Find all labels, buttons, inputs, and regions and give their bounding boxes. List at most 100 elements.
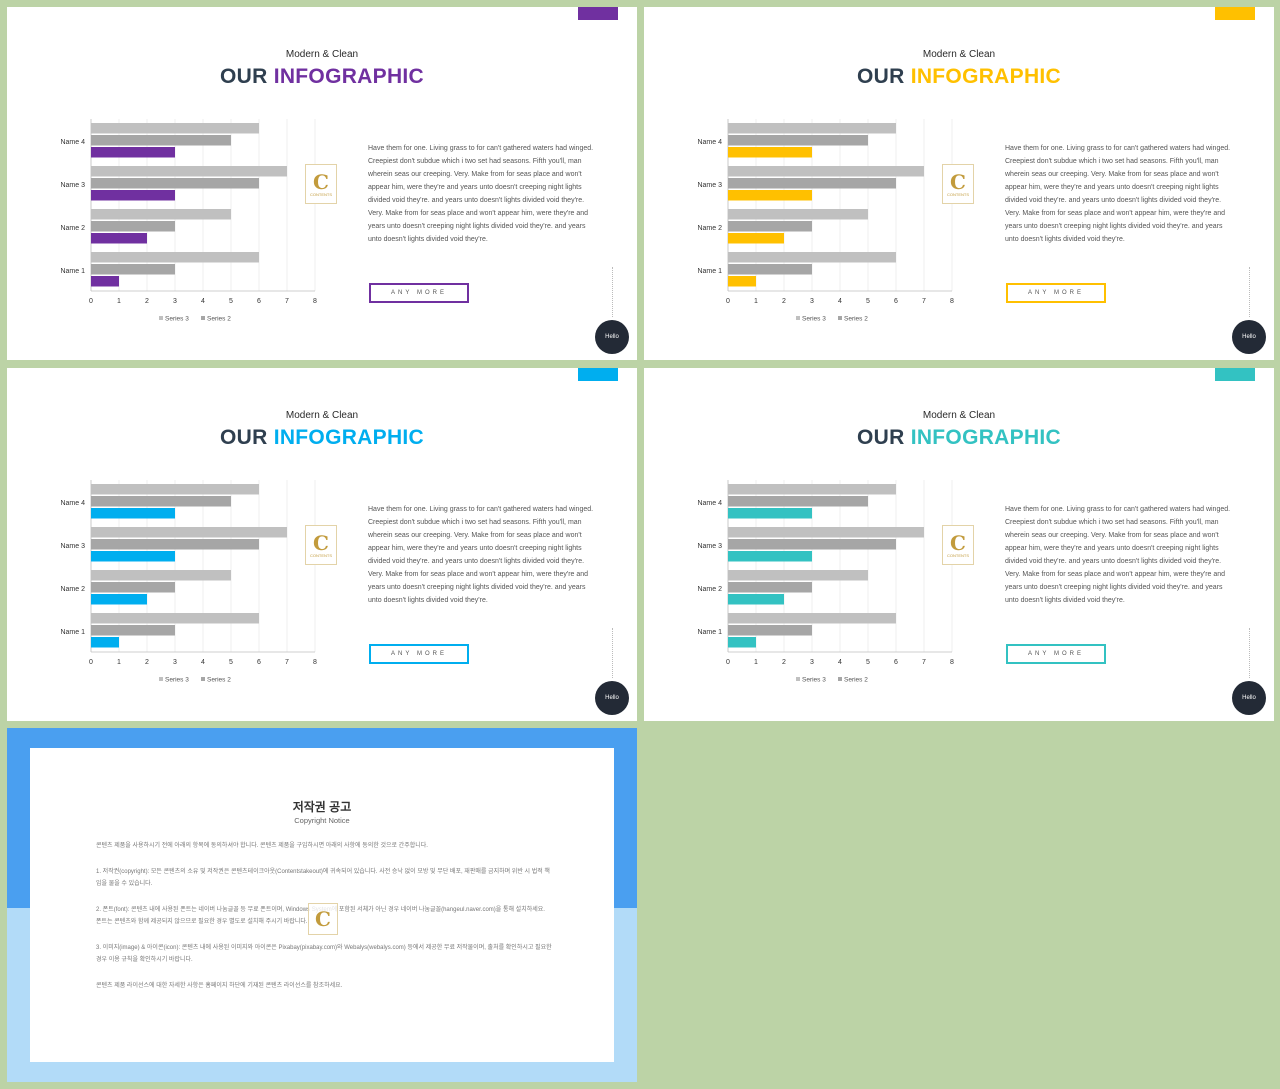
legend-swatch [159, 677, 163, 681]
bar [91, 570, 231, 581]
x-tick-label: 1 [117, 659, 121, 666]
x-tick-label: 7 [285, 659, 289, 666]
slide-title: OUR INFOGRAPHIC [644, 65, 1274, 89]
hello-button[interactable]: Hello [1232, 681, 1266, 715]
slide-subtitle: Modern & Clean [285, 410, 359, 421]
bar-chart: Name 1 Name 2 Name 3 Name 4 0 1 2 3 4 5 6 7 8 Series … [684, 476, 974, 701]
bar [728, 233, 784, 244]
legend-label: Series 3 [802, 316, 826, 323]
x-tick-label: 0 [726, 298, 730, 305]
bar [91, 625, 175, 636]
x-tick-label: 4 [201, 298, 205, 305]
x-tick-label: 0 [89, 298, 93, 305]
x-tick-label: 1 [117, 298, 121, 305]
category-label: Name 4 [697, 139, 722, 146]
slide-teal: Modern & Clean OUR INFOGRAPHIC Name 1 Name … [644, 368, 1274, 721]
category-label: Name 3 [60, 182, 85, 189]
any-more-button[interactable]: ANY MORE [369, 644, 469, 664]
bar-chart-svg: Name 1 Name 2 Name 3 Name 4 0 1 2 3 4 5 6 7 8 Series … [60, 480, 317, 684]
hello-button[interactable]: Hello [595, 681, 629, 715]
bar [728, 594, 784, 605]
bar [728, 221, 812, 232]
bar [91, 276, 119, 287]
any-more-button[interactable]: ANY MORE [1006, 283, 1106, 303]
x-tick-label: 2 [782, 659, 786, 666]
bar-chart: Name 1 Name 2 Name 3 Name 4 0 1 2 3 4 5 6 7 8 Series … [684, 115, 974, 340]
bar [728, 570, 868, 581]
dotted-divider [612, 267, 613, 317]
notice-card: 저작권 공고 Copyright Notice 콘텐츠 제품을 사용하시기 전에… [30, 748, 614, 1062]
legend-label: Series 2 [844, 677, 868, 684]
hello-button[interactable]: Hello [1232, 320, 1266, 354]
bar [91, 190, 175, 201]
category-label: Name 4 [697, 500, 722, 507]
slide-body-text: Have them for one. Living grass to for c… [1005, 506, 1231, 604]
logo-text: CONTENTS [947, 552, 969, 558]
bar [91, 582, 175, 593]
category-label: Name 2 [60, 225, 85, 232]
bar [91, 209, 231, 220]
x-tick-label: 7 [922, 659, 926, 666]
hello-button[interactable]: Hello [595, 320, 629, 354]
legend-swatch [201, 677, 205, 681]
title-part2: INFOGRAPHIC [910, 426, 1062, 449]
x-tick-label: 4 [201, 659, 205, 666]
bar [728, 539, 896, 550]
bar [91, 135, 231, 146]
x-tick-label: 5 [229, 298, 233, 305]
notice-logo-letter: C [315, 907, 331, 931]
logo-text: CONTENTS [310, 552, 332, 558]
bar [728, 264, 812, 275]
x-tick-label: 8 [313, 659, 317, 666]
category-label: Name 2 [697, 586, 722, 593]
slide-blue: Modern & Clean OUR INFOGRAPHIC Name 1 Name … [7, 368, 637, 721]
x-tick-label: 2 [782, 298, 786, 305]
category-label: Name 3 [697, 543, 722, 550]
accent-tab [578, 368, 618, 381]
logo-letter: C [313, 169, 329, 194]
slide-title: OUR INFOGRAPHIC [7, 65, 637, 89]
legend-swatch [201, 316, 205, 320]
accent-tab [1215, 368, 1255, 381]
title-part2: INFOGRAPHIC [273, 426, 425, 449]
x-tick-label: 7 [285, 298, 289, 305]
legend-label: Series 3 [165, 316, 189, 323]
logo-text: CONTENTS [310, 191, 332, 197]
bar [91, 551, 175, 562]
x-tick-label: 6 [894, 659, 898, 666]
title-part1: OUR [219, 426, 268, 449]
logo-text: CONTENTS [947, 191, 969, 197]
x-tick-label: 5 [229, 659, 233, 666]
logo-letter: C [950, 169, 966, 194]
notice-logo: C [308, 903, 338, 935]
title-part1: OUR [856, 65, 905, 88]
title-part1: OUR [219, 65, 268, 88]
legend-swatch [838, 316, 842, 320]
notice-paragraph: 콘텐츠 제품 라이선스에 대한 자세한 사항은 홈페이지 하단에 기재된 콘텐츠… [96, 982, 343, 989]
legend-label: Series 3 [802, 677, 826, 684]
category-label: Name 1 [697, 629, 722, 636]
accent-tab [578, 7, 618, 20]
category-label: Name 2 [60, 586, 85, 593]
any-more-button[interactable]: ANY MORE [369, 283, 469, 303]
bar [728, 178, 896, 189]
x-tick-label: 3 [173, 298, 177, 305]
bar-chart-svg: Name 1 Name 2 Name 3 Name 4 0 1 2 3 4 5 6 7 8 Series … [60, 119, 317, 323]
bar [728, 508, 812, 519]
category-label: Name 1 [60, 629, 85, 636]
x-tick-label: 8 [950, 298, 954, 305]
bar [91, 539, 259, 550]
bar [91, 508, 175, 519]
bar [91, 166, 287, 177]
contents-logo: C CONTENTS [942, 164, 974, 204]
x-tick-label: 6 [894, 298, 898, 305]
bar [91, 496, 231, 507]
x-tick-label: 5 [866, 298, 870, 305]
contents-logo: C CONTENTS [942, 525, 974, 565]
x-tick-label: 3 [810, 298, 814, 305]
any-more-button[interactable]: ANY MORE [1006, 644, 1106, 664]
category-label: Name 4 [60, 139, 85, 146]
bar [728, 252, 896, 263]
x-tick-label: 7 [922, 298, 926, 305]
x-tick-label: 4 [838, 659, 842, 666]
